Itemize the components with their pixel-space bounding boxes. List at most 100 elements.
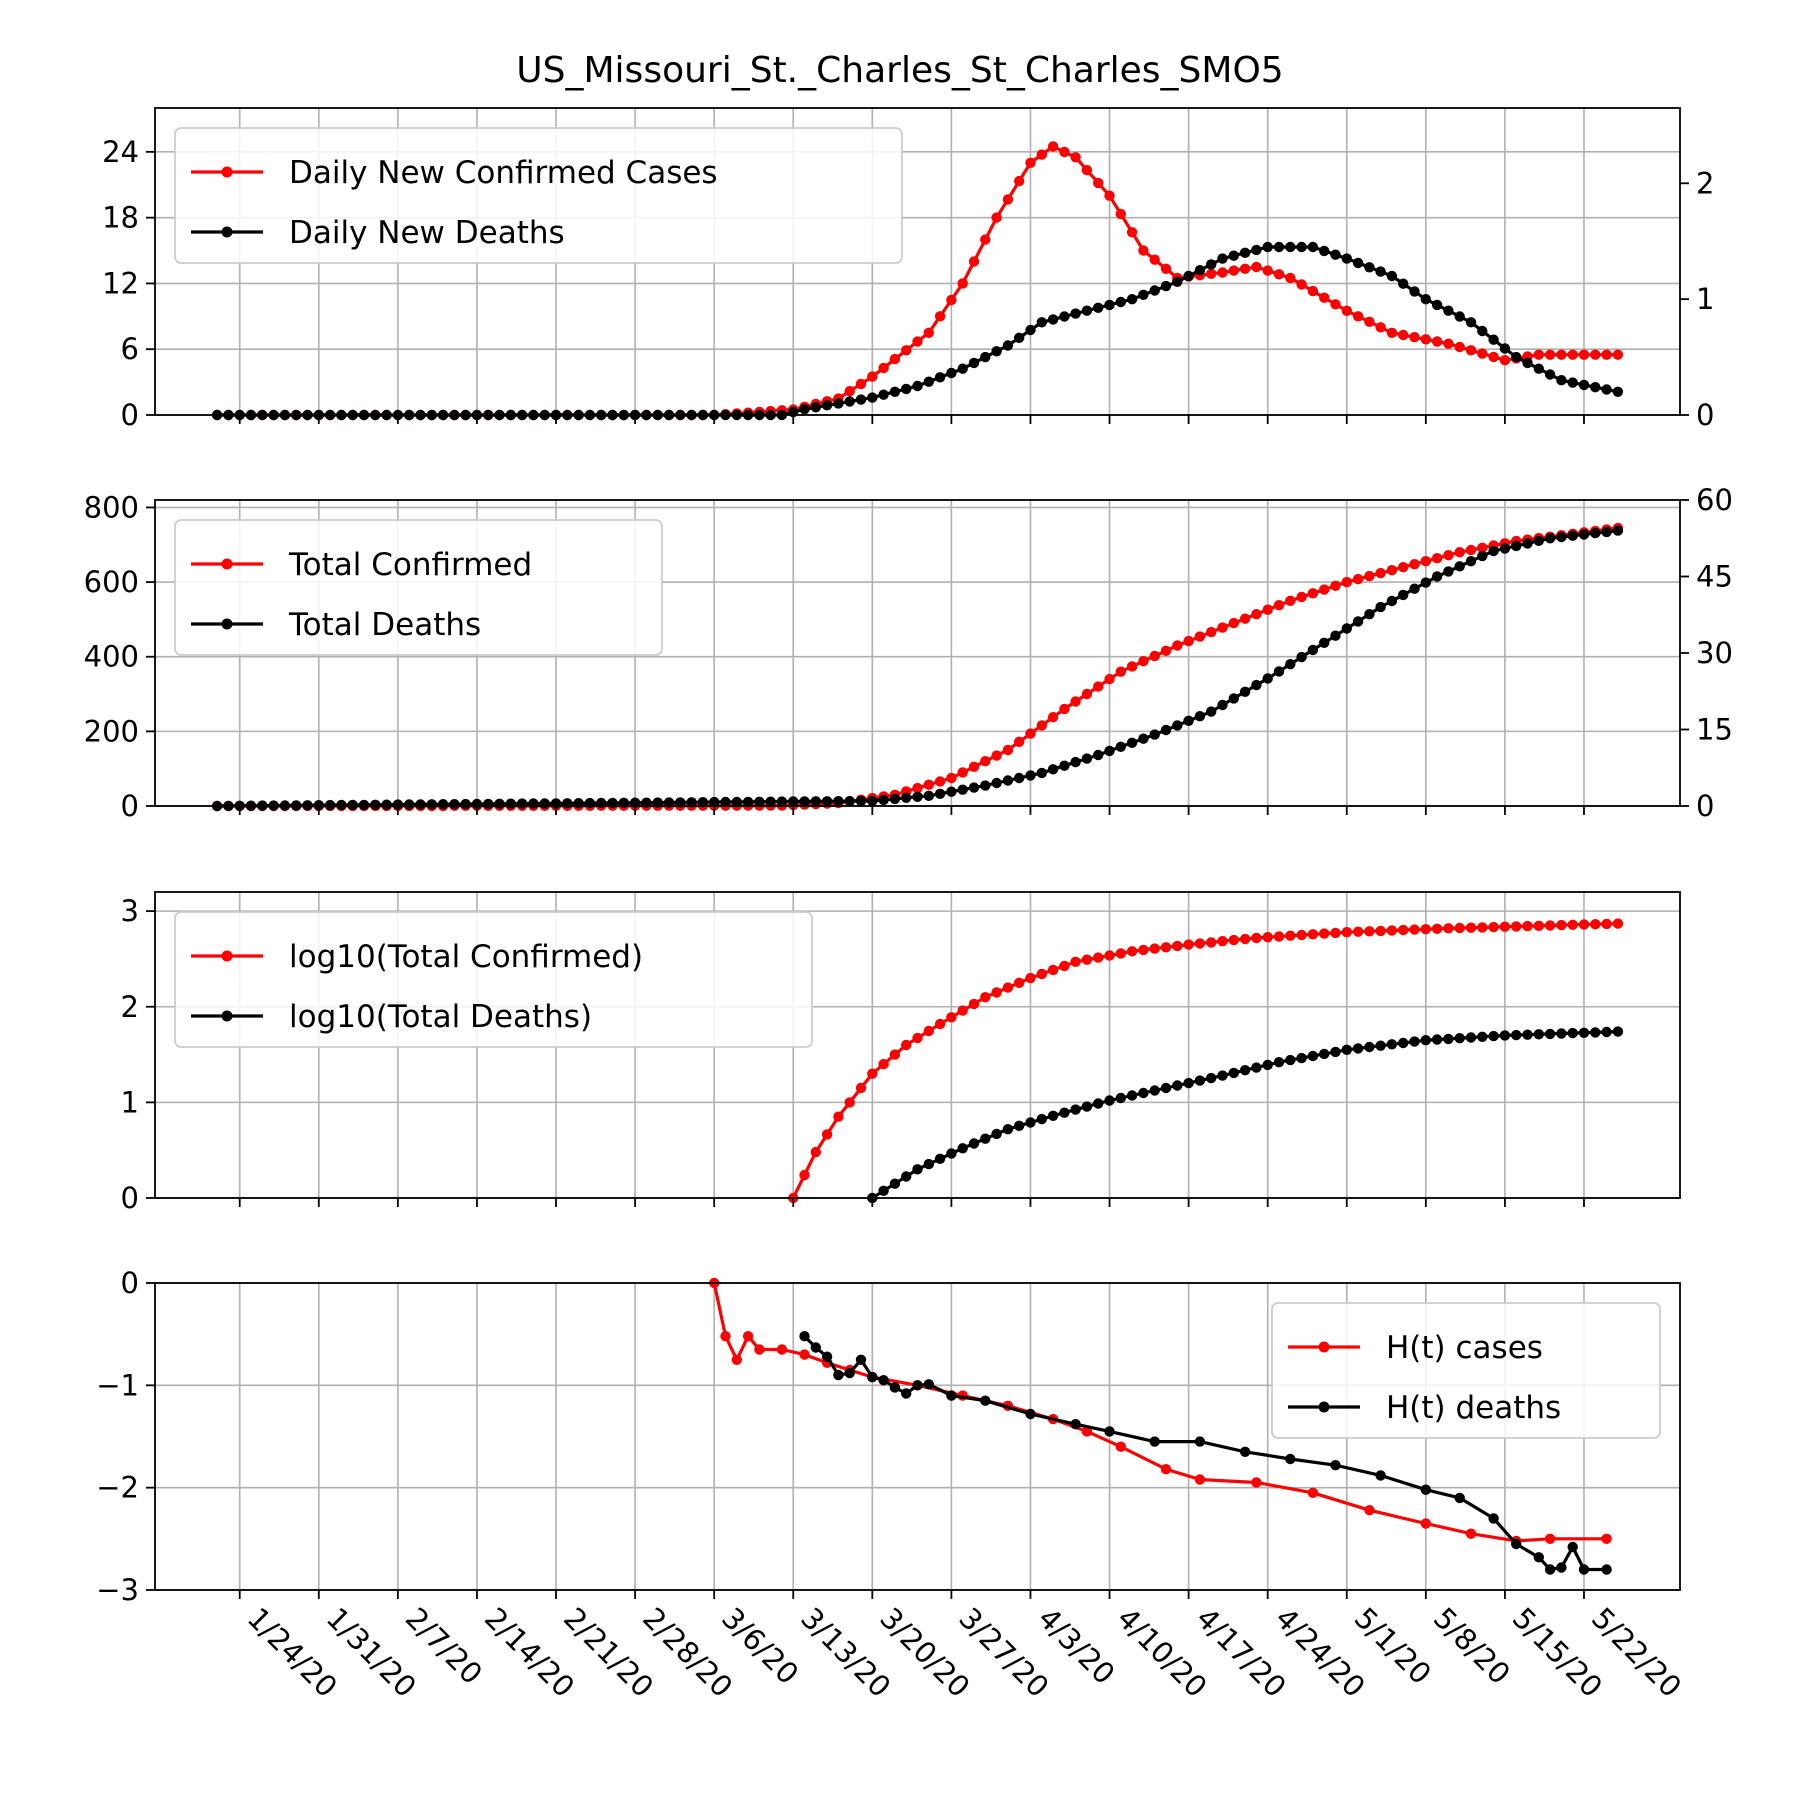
- data-point: [1059, 146, 1070, 158]
- data-point: [1115, 741, 1127, 752]
- data-point: [1341, 623, 1353, 634]
- data-point: [901, 1388, 912, 1399]
- data-point: [1533, 535, 1545, 546]
- data-point: [1409, 286, 1420, 297]
- data-point: [980, 234, 991, 245]
- data-point: [1590, 382, 1601, 393]
- y2-tick-label: 15: [1696, 713, 1733, 747]
- data-point: [1115, 1092, 1127, 1104]
- data-point: [1386, 327, 1398, 338]
- data-point: [1206, 259, 1217, 270]
- x-tick-labels: 1/24/201/31/202/7/202/14/202/21/202/28/2…: [241, 1601, 1688, 1704]
- data-point: [1375, 601, 1386, 613]
- data-point: [1194, 1436, 1206, 1447]
- data-point: [1454, 311, 1465, 322]
- data-point: [1081, 954, 1093, 965]
- data-point: [1081, 688, 1093, 700]
- data-point: [1285, 1453, 1296, 1465]
- y-tick-label: −2: [96, 1471, 139, 1505]
- data-point: [855, 1354, 867, 1366]
- data-point: [867, 1371, 878, 1383]
- data-point: [1319, 292, 1330, 303]
- data-point: [528, 798, 539, 809]
- data-point: [731, 1354, 742, 1366]
- data-point: [1239, 1446, 1251, 1458]
- data-point: [1477, 922, 1488, 933]
- data-point: [1239, 686, 1251, 697]
- data-point: [1386, 1039, 1398, 1050]
- data-point: [1488, 334, 1499, 345]
- data-point: [1036, 720, 1048, 731]
- data-point: [799, 404, 810, 415]
- data-point: [1206, 626, 1217, 638]
- data-point: [946, 772, 957, 784]
- data-point: [1251, 679, 1262, 691]
- data-point: [1059, 311, 1070, 322]
- data-point: [1217, 936, 1228, 947]
- y-tick-label: 12: [102, 266, 139, 300]
- data-point: [1567, 530, 1578, 541]
- data-point: [1194, 265, 1206, 276]
- data-point: [991, 987, 1002, 998]
- data-point: [1149, 285, 1160, 296]
- data-point: [1375, 567, 1386, 579]
- data-point: [1014, 977, 1025, 988]
- data-point: [1228, 250, 1240, 261]
- data-point: [1070, 696, 1081, 707]
- data-point: [1014, 736, 1025, 747]
- data-point: [957, 278, 968, 289]
- data-point: [946, 367, 957, 379]
- data-point: [957, 1143, 968, 1154]
- data-point: [1522, 357, 1533, 369]
- data-point: [901, 792, 912, 803]
- data-point: [1251, 609, 1262, 620]
- data-point: [889, 386, 901, 397]
- data-point: [1081, 164, 1093, 176]
- data-point: [1590, 1027, 1601, 1038]
- data-point: [1172, 1080, 1183, 1091]
- data-point: [1386, 595, 1398, 607]
- data-point: [1465, 556, 1477, 567]
- data-point: [1364, 609, 1375, 620]
- data-point: [1511, 1029, 1522, 1041]
- data-point: [686, 797, 697, 808]
- data-point: [1352, 311, 1364, 322]
- data-point: [1262, 265, 1273, 276]
- data-point: [1070, 956, 1081, 967]
- data-point: [1160, 263, 1172, 274]
- data-point: [1104, 190, 1115, 201]
- data-point: [1251, 1477, 1262, 1488]
- data-point: [889, 353, 901, 365]
- data-point: [1601, 349, 1612, 360]
- data-point: [1149, 943, 1160, 954]
- data-point: [1025, 324, 1036, 336]
- data-point: [1262, 1059, 1273, 1071]
- series-deaths: [867, 1026, 1624, 1204]
- data-point: [1296, 651, 1307, 663]
- data-point: [1601, 918, 1612, 930]
- data-point: [1364, 570, 1375, 582]
- data-point: [934, 788, 946, 799]
- data-point: [1567, 1027, 1578, 1039]
- data-point: [1059, 960, 1070, 972]
- series-deaths: [211, 241, 1624, 421]
- data-point: [844, 386, 855, 397]
- data-point: [1499, 355, 1511, 366]
- data-point: [799, 1349, 810, 1360]
- data-point: [1454, 547, 1465, 558]
- data-point: [1285, 595, 1296, 606]
- data-point: [968, 256, 980, 267]
- data-point: [1454, 922, 1465, 934]
- series-line: [871, 1030, 1618, 1200]
- data-point: [675, 797, 686, 808]
- data-point: [1330, 927, 1341, 939]
- data-point: [1285, 1054, 1296, 1066]
- data-point: [923, 1379, 934, 1390]
- data-point: [1330, 249, 1341, 260]
- data-point: [1047, 314, 1059, 325]
- data-point: [1420, 556, 1432, 567]
- data-point: [946, 1390, 957, 1401]
- legend-label: H(t) deaths: [1386, 1390, 1561, 1426]
- data-point: [1206, 706, 1217, 717]
